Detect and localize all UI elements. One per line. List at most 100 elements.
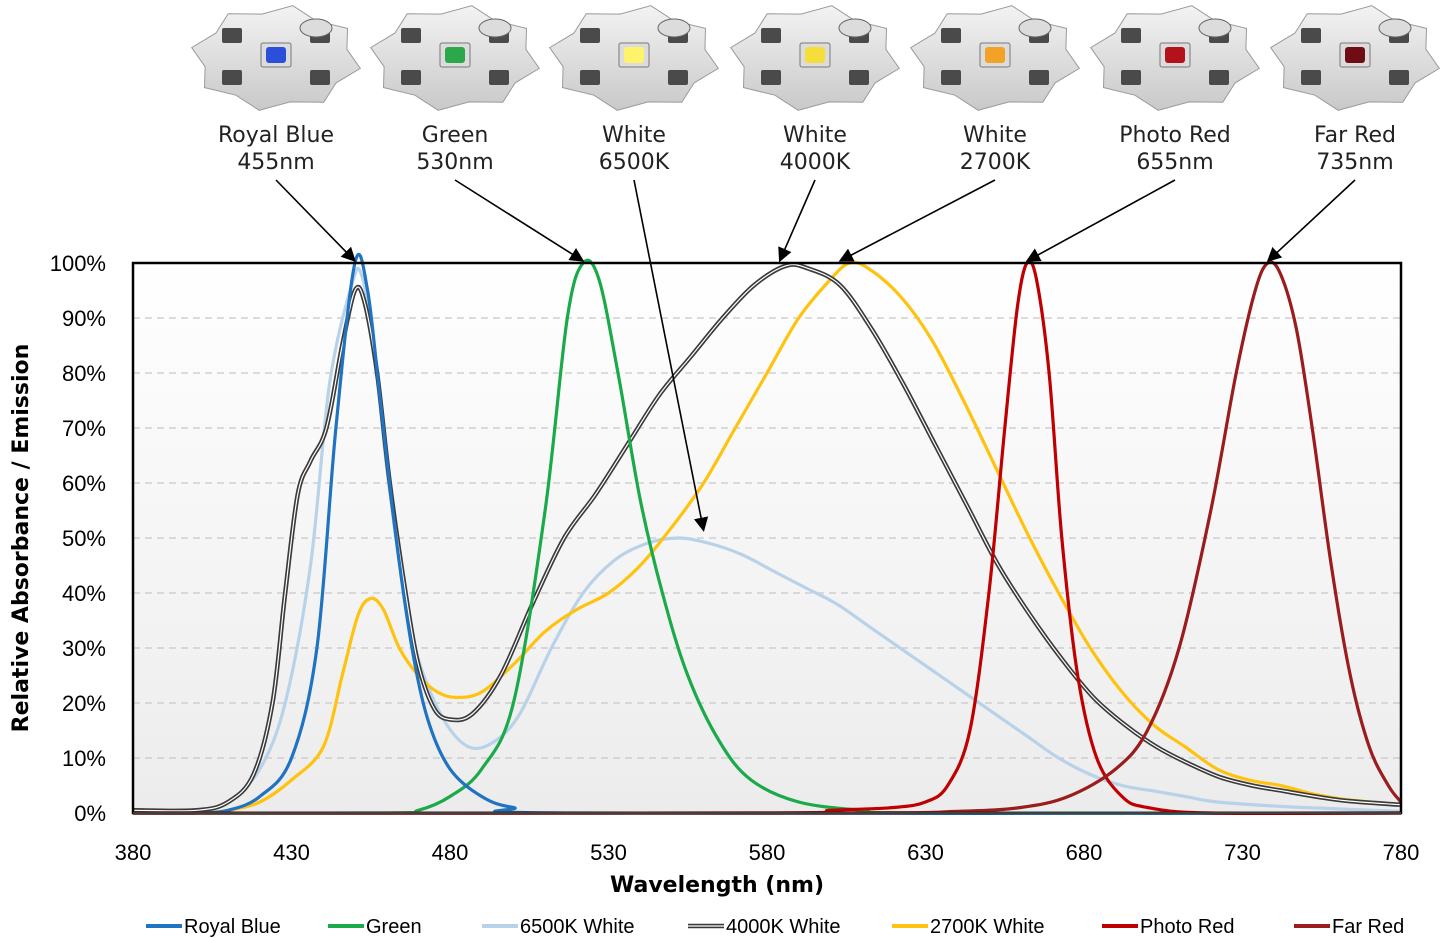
led-board [548,5,720,111]
legend-label: 6500K White [520,916,635,938]
y-tick-label: 20% [62,691,106,716]
led-emitter [1345,47,1365,63]
y-tick-label: 100% [50,251,106,276]
led-pad [1301,28,1321,43]
legend-label: Photo Red [1140,916,1235,938]
x-tick-label: 380 [115,840,152,865]
x-tick-label: 530 [590,840,627,865]
led-globe-logo [657,18,691,38]
led-pad [401,70,421,85]
led-arrow [454,179,585,262]
led-label-name: White [783,123,847,148]
led-pad [1389,70,1409,85]
led-board [369,5,541,111]
led-pad [1301,70,1321,85]
led-arrow [633,179,709,532]
x-tick-labels: 380 430 480 530 580 630 680 730 780 [115,840,1420,865]
led-arrow [1266,179,1356,262]
series-line-2700k-white [132,260,1402,815]
led-arrows [275,179,1356,532]
legend-label: 4000K White [726,916,841,938]
led-pad [580,70,600,85]
led-pad [489,70,509,85]
led-label-name: Far Red [1314,123,1396,148]
y-tick-label: 0% [74,801,106,826]
led-pad [222,28,242,43]
led-pad [761,70,781,85]
led-label-name: Photo Red [1119,123,1231,148]
legend-label: Green [366,916,422,938]
led-label-spec: 735nm [1316,150,1393,175]
x-tick-label: 430 [273,840,310,865]
led-label-spec: 6500K [599,150,670,175]
led-board [1089,5,1261,111]
x-tick-label: 580 [749,840,786,865]
led-pad [401,28,421,43]
led-globe-logo [838,18,872,38]
y-tick-label: 50% [62,526,106,551]
led-label-spec: 530nm [416,150,493,175]
led-pad [941,70,961,85]
led-label-spec: 655nm [1136,150,1213,175]
x-axis-title: Wavelength (nm) [610,873,824,898]
led-globe-logo [1378,18,1412,38]
led-emitter [624,47,644,63]
series-line-4000k-white [132,263,1402,812]
legend-label: 2700K White [930,916,1045,938]
led-emitter [1165,47,1185,63]
led-pad [761,28,781,43]
x-tick-label: 680 [1066,840,1103,865]
plot-background [133,263,1401,813]
led-pad [222,70,242,85]
led-label-name: White [963,123,1027,148]
y-tick-labels: 0% 10% 20% 30% 40% 50% 60% 70% 80% 90% 100% [50,251,106,826]
led-arrow [1025,179,1176,262]
led-pad [849,70,869,85]
legend-label: Royal Blue [184,916,281,938]
led-board [909,5,1081,111]
y-tick-label: 80% [62,361,106,386]
led-pad [668,70,688,85]
led-arrow [838,179,996,262]
legend: Royal Blue Green 6500K White 4000K White 270… [146,916,1404,938]
led-pad [580,28,600,43]
series-line-6500k-white [132,266,1402,813]
led-label-name: Royal Blue [218,123,334,148]
led-pad [1029,70,1049,85]
led-globe-logo [299,18,333,38]
y-tick-label: 70% [62,416,106,441]
y-tick-label: 60% [62,471,106,496]
led-board [190,5,362,111]
led-emitter [266,47,286,63]
y-tick-label: 90% [62,306,106,331]
x-tick-label: 780 [1383,840,1420,865]
x-tick-label: 630 [907,840,944,865]
led-pad [941,28,961,43]
y-tick-label: 40% [62,581,106,606]
x-tick-label: 730 [1224,840,1261,865]
led-board [729,5,901,111]
led-label-spec: 455nm [237,150,314,175]
led-emitter [805,47,825,63]
led-label-spec: 4000K [780,150,851,175]
led-emitter [445,47,465,63]
y-tick-label: 10% [62,746,106,771]
led-pad [1209,70,1229,85]
led-pad [310,70,330,85]
led-globe-logo [1018,18,1052,38]
led-label-spec: 2700K [960,150,1031,175]
led-label-name: Green [422,123,489,148]
led-arrow [778,179,816,263]
led-emitter [985,47,1005,63]
legend-label: Far Red [1332,916,1404,938]
y-tick-label: 30% [62,636,106,661]
led-arrow [275,179,356,263]
led-globe-logo [478,18,512,38]
led-boards [190,5,1441,111]
led-pad [1121,28,1141,43]
y-axis-title: Relative Absorbance / Emission [9,344,34,733]
led-globe-logo [1198,18,1232,38]
gridlines [133,317,1401,759]
led-label-name: White [602,123,666,148]
